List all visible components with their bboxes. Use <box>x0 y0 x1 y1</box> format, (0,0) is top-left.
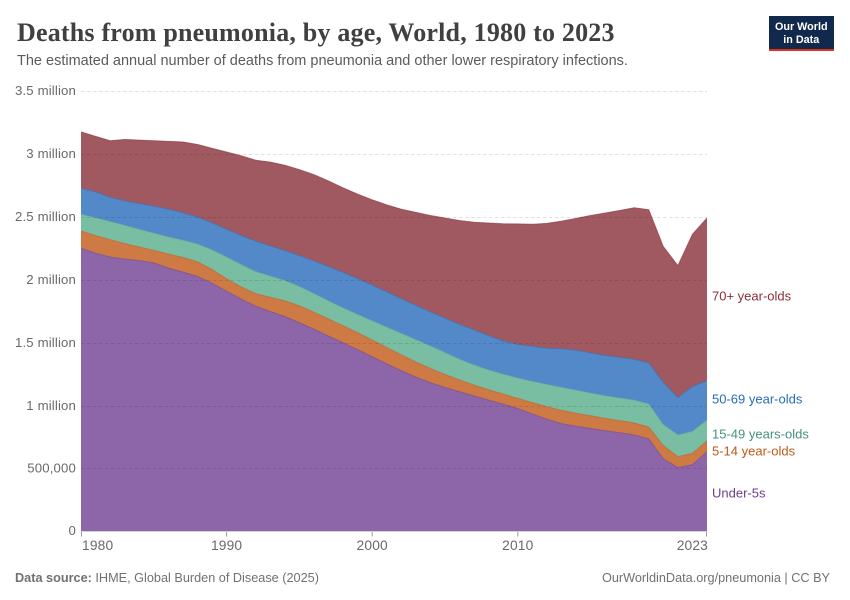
svg-text:3.5 million: 3.5 million <box>15 83 76 98</box>
svg-text:15-49 years-olds: 15-49 years-olds <box>712 427 809 442</box>
svg-text:2000: 2000 <box>357 538 388 553</box>
svg-text:500,000: 500,000 <box>27 460 76 475</box>
svg-text:1980: 1980 <box>82 538 113 553</box>
svg-text:2023: 2023 <box>677 538 708 553</box>
svg-text:2 million: 2 million <box>26 272 76 287</box>
svg-text:2010: 2010 <box>502 538 533 553</box>
svg-text:5-14 year-olds: 5-14 year-olds <box>712 444 796 459</box>
svg-text:0: 0 <box>69 523 76 538</box>
svg-text:1 million: 1 million <box>26 398 76 413</box>
svg-text:3 million: 3 million <box>26 146 76 161</box>
svg-text:70+ year-olds: 70+ year-olds <box>712 289 792 304</box>
svg-text:1.5 million: 1.5 million <box>15 335 76 350</box>
svg-text:Under-5s: Under-5s <box>712 486 766 501</box>
svg-text:1990: 1990 <box>211 538 242 553</box>
svg-text:50-69 year-olds: 50-69 year-olds <box>712 392 803 407</box>
svg-text:2.5 million: 2.5 million <box>15 209 76 224</box>
